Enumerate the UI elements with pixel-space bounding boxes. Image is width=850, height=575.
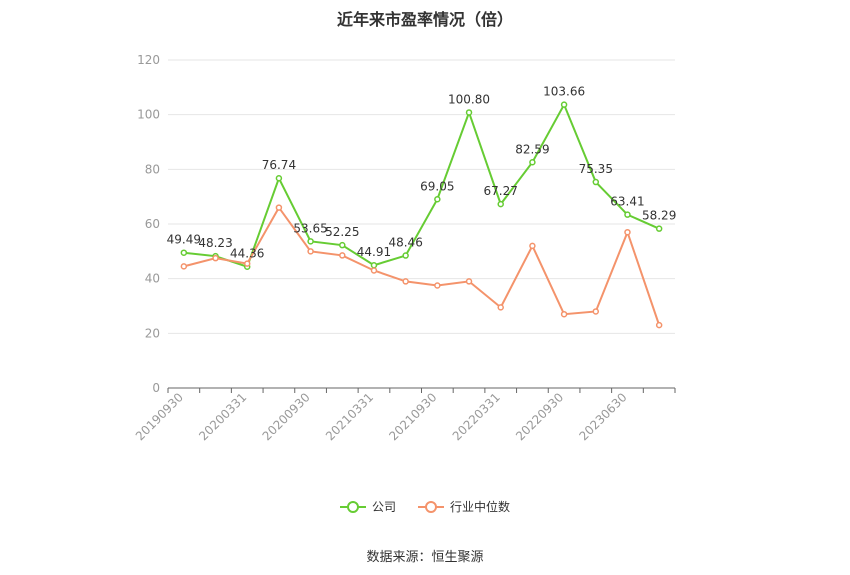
data-label: 52.25 [325, 225, 359, 239]
data-point-industry[interactable] [212, 254, 219, 262]
data-point-company[interactable] [529, 159, 536, 166]
data-label: 53.65 [293, 221, 327, 235]
data-label: 75.35 [579, 162, 613, 176]
data-label: 69.05 [420, 179, 454, 193]
data-label: 103.66 [543, 85, 585, 99]
data-point-company[interactable] [275, 174, 283, 182]
series-line-industry [183, 205, 661, 326]
data-point-industry[interactable] [529, 242, 536, 250]
data-label: 76.74 [262, 158, 296, 172]
data-point-company[interactable] [624, 211, 631, 218]
legend-label-company: 公司 [371, 500, 396, 514]
data-label: 58.29 [642, 209, 676, 223]
data-point-company[interactable] [560, 101, 568, 108]
data-point-industry[interactable] [370, 267, 378, 274]
chart-title: 近年来市盈率情况（倍） [336, 10, 513, 29]
data-label: 63.41 [610, 195, 644, 209]
y-tick-label: 100 [137, 108, 160, 122]
x-tick-label: 20210331 [323, 390, 376, 443]
data-point-industry[interactable] [592, 308, 600, 315]
x-tick-label: 20200331 [196, 390, 249, 443]
x-tick-label: 20230630 [577, 390, 630, 443]
y-tick-label: 40 [145, 272, 160, 286]
data-point-industry[interactable] [560, 310, 568, 318]
y-tick-label: 20 [145, 326, 160, 340]
source-note: 数据来源：恒生聚源 [366, 550, 484, 565]
data-point-industry[interactable] [402, 278, 409, 285]
y-tick-label: 80 [145, 162, 160, 176]
y-tick-label: 120 [137, 53, 160, 67]
data-label: 44.36 [230, 247, 264, 261]
data-point-company[interactable] [497, 200, 504, 208]
data-point-industry[interactable] [465, 278, 473, 285]
x-tick-label: 20210930 [386, 390, 439, 443]
data-label: 82.59 [515, 142, 549, 156]
legend-swatch-company [339, 500, 366, 514]
y-tick-label: 60 [145, 217, 160, 231]
data-point-company[interactable] [307, 238, 314, 245]
legend-item-industry[interactable]: 行业中位数 [418, 498, 510, 515]
data-point-company[interactable] [465, 109, 473, 116]
legend-swatch-industry [418, 500, 444, 514]
data-label: 48.23 [198, 236, 232, 250]
chart-legend: 公司 行业中位数 [0, 498, 850, 515]
data-point-company[interactable] [180, 249, 188, 256]
data-point-company[interactable] [370, 261, 378, 269]
data-point-company[interactable] [655, 225, 663, 232]
data-point-industry[interactable] [624, 228, 631, 236]
data-point-industry[interactable] [275, 204, 283, 211]
data-point-company[interactable] [434, 196, 441, 203]
data-label: 49.49 [167, 233, 201, 247]
data-point-industry[interactable] [243, 260, 251, 267]
y-tick-label: 0 [152, 381, 160, 395]
data-point-industry[interactable] [497, 304, 504, 311]
legend-item-company[interactable]: 公司 [339, 498, 396, 515]
data-point-industry[interactable] [180, 263, 188, 270]
data-label: 100.80 [448, 92, 490, 106]
data-label: 67.27 [484, 184, 518, 198]
data-point-industry[interactable] [307, 248, 314, 255]
series-line-company [183, 102, 660, 269]
data-point-company[interactable] [402, 252, 409, 259]
data-label: 48.46 [388, 236, 422, 250]
data-point-industry[interactable] [655, 321, 663, 329]
x-tick-label: 20200930 [260, 390, 313, 443]
x-tick-label: 20220331 [450, 390, 503, 443]
legend-label-industry: 行业中位数 [450, 500, 511, 514]
data-point-industry[interactable] [339, 252, 346, 259]
x-tick-label: 20220930 [513, 390, 566, 443]
data-point-company[interactable] [339, 241, 346, 249]
data-label: 44.91 [357, 245, 391, 259]
x-tick-label: 20190930 [133, 390, 186, 443]
data-point-industry[interactable] [434, 282, 441, 289]
data-point-company[interactable] [592, 178, 600, 186]
